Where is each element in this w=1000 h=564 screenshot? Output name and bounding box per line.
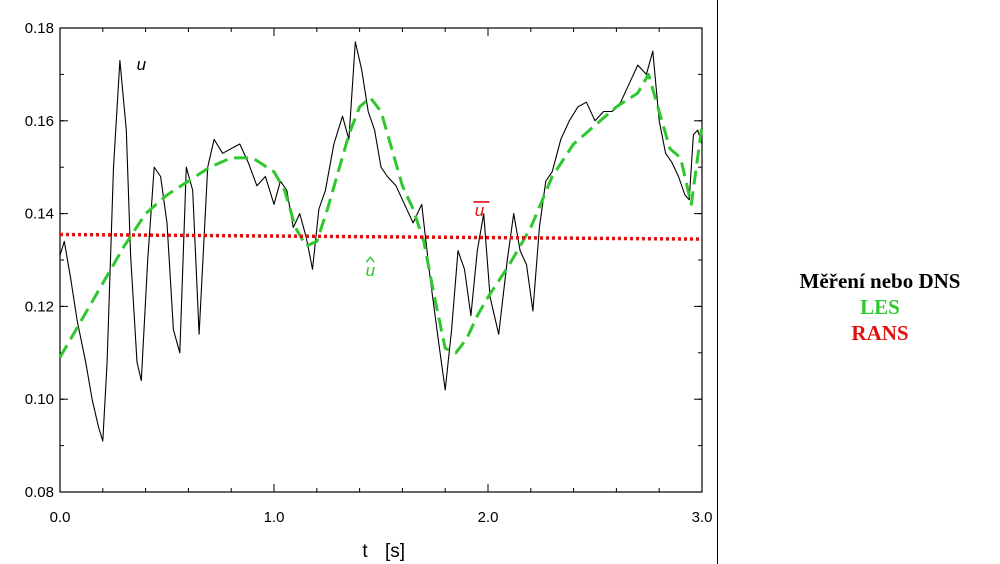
legend-item-les: LES [860, 295, 900, 319]
chart-text: 0.08 0.10 0.12 0.14 0.16 0.18 0.0 1.0 2.0 3.0 t [s]… [25, 20, 713, 562]
y-tick-label: 0.12 [25, 298, 54, 315]
annotation-label: u [366, 261, 376, 280]
legend-item-rans: RANS [851, 321, 909, 345]
y-tick-label: 0.18 [25, 20, 54, 37]
x-tick-label: 2.0 [478, 509, 499, 526]
plot-frame [59, 27, 703, 493]
x-tick-label: 0.0 [50, 509, 71, 526]
series-line-dotted [59, 232, 703, 241]
x-axis-title: t [362, 541, 368, 562]
x-tick-label: 3.0 [692, 509, 713, 526]
y-tick-label: 0.14 [25, 206, 54, 223]
y-tick-label: 0.16 [25, 113, 54, 130]
x-tick-label: 1.0 [264, 509, 285, 526]
annotation-label: u [137, 55, 147, 74]
legend-item-measurement: Měření nebo DNS [799, 269, 961, 293]
series-line-dashed [58, 72, 704, 359]
y-tick-label: 0.10 [25, 391, 54, 408]
y-tick-label: 0.08 [25, 484, 54, 501]
legend: Měření nebo DNS LES RANS [760, 268, 1000, 346]
vertical-divider [717, 0, 718, 564]
series-line-solid [59, 41, 703, 442]
chart-svg: 0.08 0.10 0.12 0.14 0.16 0.18 0.0 1.0 2.0 3.0 t [s]… [25, 20, 713, 562]
chart-lines [58, 41, 704, 442]
annotation-label: u [475, 201, 485, 220]
chart-axes [59, 27, 703, 493]
annotation-hat [365, 256, 375, 263]
x-axis-unit: [s] [385, 541, 405, 562]
